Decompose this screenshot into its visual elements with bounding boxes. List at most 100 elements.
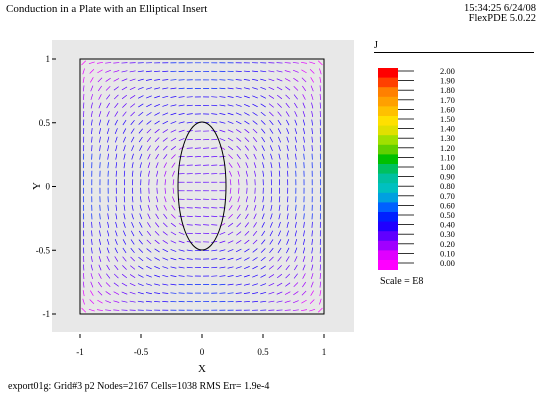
- legend-swatch: [378, 240, 398, 251]
- vector-arrow: [154, 239, 160, 245]
- vector-arrow: [278, 204, 281, 211]
- vector-arrow: [252, 239, 258, 245]
- vector-arrow: [227, 87, 234, 90]
- vector-arrow: [243, 300, 250, 303]
- vector-arrow: [268, 95, 275, 99]
- vector-arrow: [237, 170, 240, 177]
- vector-arrow: [170, 275, 177, 277]
- vector-arrow: [235, 283, 242, 286]
- vector-arrow: [114, 128, 118, 134]
- vector-arrow: [284, 309, 291, 311]
- vector-arrow: [311, 238, 313, 245]
- vector-arrow: [121, 78, 128, 82]
- vector-arrow: [131, 153, 134, 160]
- vector-arrow: [99, 238, 101, 245]
- vector-arrow: [115, 153, 118, 160]
- vector-arrow: [311, 128, 313, 135]
- vector-arrow: [261, 153, 265, 160]
- vector-arrow: [269, 230, 274, 237]
- vector-arrow: [268, 78, 275, 82]
- vector-arrow: [105, 69, 112, 73]
- vector-arrow: [130, 119, 135, 126]
- vector-arrow: [245, 162, 249, 169]
- vector-arrow: [286, 230, 289, 237]
- y-axis-ticks: 1 0.5 0 -0.5 -1: [36, 54, 56, 319]
- vector-arrow: [122, 111, 127, 117]
- vector-arrow: [154, 103, 161, 107]
- vector-arrow: [154, 137, 160, 142]
- vector-arrow: [137, 78, 144, 81]
- vector-arrow: [260, 78, 267, 81]
- vector-arrow: [319, 298, 322, 305]
- vector-arrow: [244, 112, 250, 116]
- vector-arrow: [145, 292, 152, 295]
- vector-arrow: [252, 230, 258, 236]
- legend-value-label: 0.50: [440, 210, 455, 220]
- vector-arrow: [170, 266, 177, 269]
- vector-arrow: [186, 258, 193, 260]
- vector-arrow: [236, 240, 242, 244]
- vector-arrow: [286, 239, 290, 245]
- vector-arrow: [252, 70, 259, 73]
- vector-arrow: [235, 266, 242, 269]
- vector-arrow: [303, 145, 305, 152]
- vector-arrow: [293, 273, 298, 279]
- vector-arrow: [113, 291, 120, 295]
- vector-arrow: [139, 170, 142, 177]
- vector-arrow: [115, 145, 118, 152]
- vector-arrow: [154, 283, 161, 286]
- vector-arrow: [162, 222, 168, 228]
- vector-arrow: [115, 221, 118, 228]
- vector-arrow: [145, 283, 152, 286]
- legend-swatch: [378, 183, 398, 194]
- vector-arrow: [115, 204, 118, 211]
- vector-arrow: [186, 104, 193, 107]
- vector-arrow: [219, 240, 226, 244]
- vector-arrow: [98, 102, 102, 109]
- vector-arrow: [91, 128, 93, 135]
- vector-arrow: [170, 87, 177, 90]
- vector-arrow: [146, 230, 152, 236]
- vector-arrow: [178, 231, 185, 235]
- vector-arrow: [107, 213, 109, 220]
- vector-arrow: [106, 111, 110, 117]
- vector-arrow: [82, 290, 85, 297]
- vector-arrow: [170, 137, 177, 142]
- vector-arrow: [235, 104, 242, 107]
- vector-arrow: [278, 196, 281, 203]
- vector-arrow: [155, 204, 159, 211]
- vector-arrow: [319, 281, 322, 288]
- legend-divider: [374, 52, 534, 53]
- vector-arrow: [178, 146, 185, 150]
- vector-arrow: [235, 95, 242, 99]
- vector-arrow: [319, 93, 321, 100]
- vector-arrow: [244, 248, 250, 253]
- vector-arrow: [293, 282, 299, 287]
- vector-arrow: [172, 179, 175, 186]
- vector-arrow: [170, 96, 177, 98]
- vector-arrow: [260, 300, 267, 303]
- legend-swatch: [378, 231, 398, 242]
- vector-arrow: [235, 87, 242, 90]
- vector-arrow: [235, 292, 242, 294]
- legend-value-label: 1.50: [440, 114, 455, 124]
- vector-arrow: [178, 283, 185, 286]
- legend-value-label: 0.90: [440, 172, 455, 182]
- legend-value-label: 1.30: [440, 133, 455, 143]
- vector-arrow: [235, 120, 242, 125]
- vector-arrow: [138, 230, 143, 237]
- vector-arrow: [262, 170, 265, 177]
- vector-arrow: [261, 222, 265, 228]
- vector-arrow: [268, 291, 275, 295]
- vector-arrow: [285, 94, 291, 100]
- vector-arrow: [236, 213, 241, 219]
- vector-arrow: [219, 146, 226, 150]
- vector-arrow: [164, 179, 166, 186]
- version-label: FlexPDE 5.0.22: [468, 13, 536, 24]
- vector-arrow: [268, 86, 275, 91]
- vector-arrow: [295, 213, 297, 220]
- vector-arrow: [98, 264, 102, 271]
- vector-arrow: [244, 128, 250, 134]
- vector-arrow: [253, 222, 257, 228]
- vector-arrow: [146, 95, 152, 99]
